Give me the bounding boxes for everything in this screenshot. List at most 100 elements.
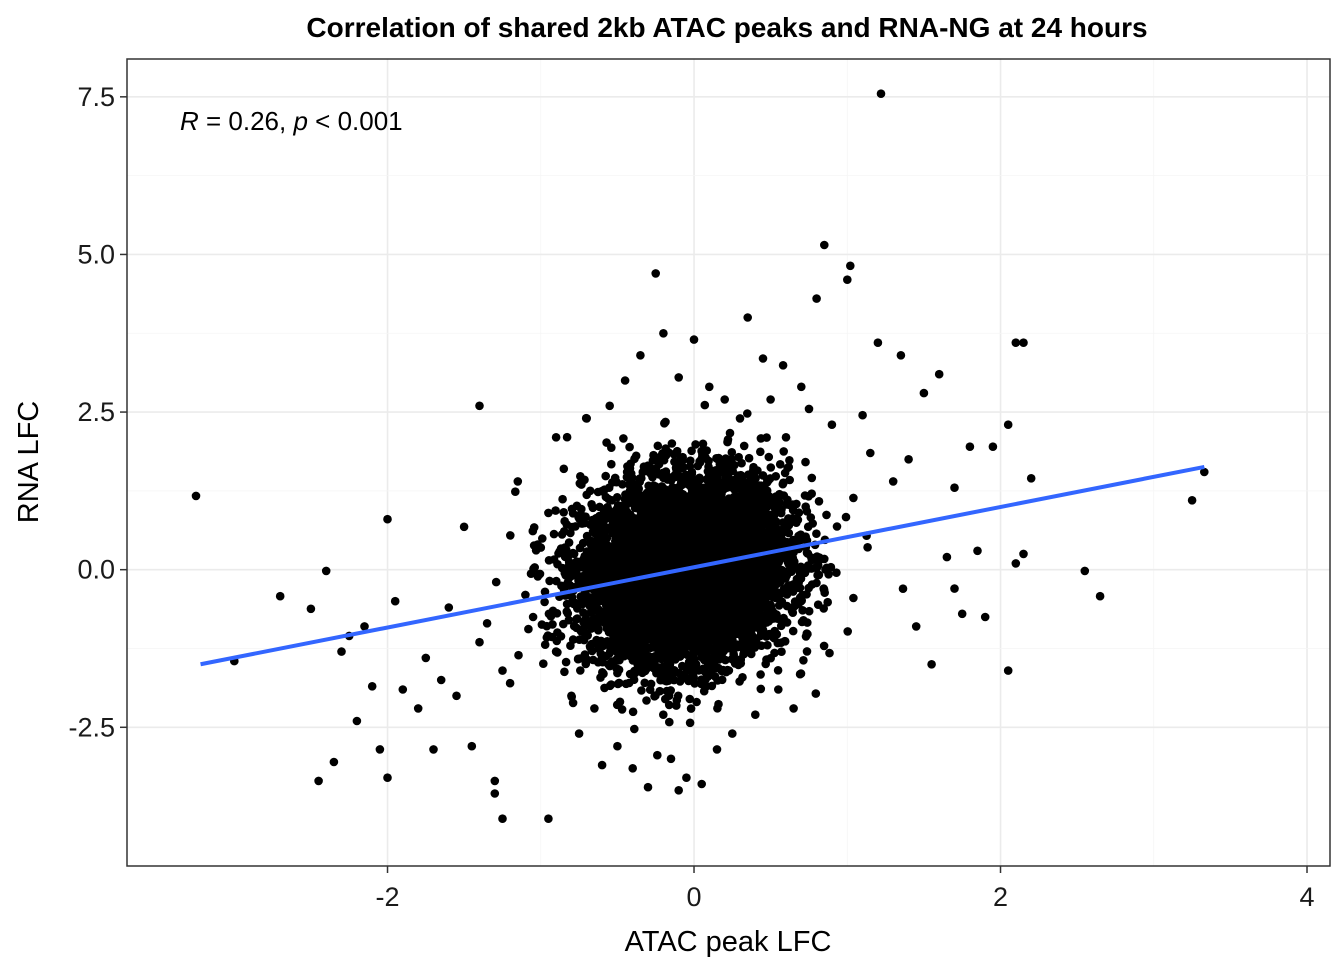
data-point bbox=[542, 621, 552, 631]
data-point bbox=[692, 697, 701, 707]
data-point bbox=[812, 578, 821, 588]
data-point bbox=[553, 559, 562, 569]
data-point bbox=[630, 724, 639, 734]
data-point bbox=[735, 677, 744, 686]
data-point bbox=[665, 717, 674, 727]
data-point bbox=[813, 570, 822, 580]
data-point bbox=[725, 428, 735, 438]
data-point bbox=[770, 648, 779, 658]
chart-title: Correlation of shared 2kb ATAC peaks and… bbox=[306, 12, 1147, 43]
data-point bbox=[545, 576, 554, 586]
data-point bbox=[568, 698, 578, 708]
data-point bbox=[575, 479, 585, 488]
data-point bbox=[558, 494, 567, 504]
data-point bbox=[812, 529, 821, 538]
data-point bbox=[628, 707, 638, 717]
data-point bbox=[587, 646, 597, 656]
data-point bbox=[766, 463, 776, 472]
data-point bbox=[739, 441, 749, 451]
data-point bbox=[849, 593, 858, 603]
data-point bbox=[654, 459, 664, 469]
data-point bbox=[796, 669, 806, 678]
data-point bbox=[511, 487, 520, 497]
data-point bbox=[832, 568, 841, 577]
data-point bbox=[843, 627, 852, 636]
data-point bbox=[776, 621, 786, 631]
data-point bbox=[559, 508, 568, 517]
data-point bbox=[538, 534, 547, 543]
data-point bbox=[806, 513, 816, 522]
data-point bbox=[599, 669, 608, 679]
data-point bbox=[572, 614, 582, 623]
data-point bbox=[863, 543, 872, 552]
data-point bbox=[600, 683, 609, 693]
data-point bbox=[721, 473, 731, 483]
data-point bbox=[571, 522, 580, 531]
data-point bbox=[615, 655, 624, 665]
data-point bbox=[491, 577, 501, 587]
data-point bbox=[841, 512, 851, 522]
data-point bbox=[898, 584, 908, 593]
data-point bbox=[672, 701, 681, 710]
data-point bbox=[564, 615, 574, 625]
data-point bbox=[552, 576, 561, 586]
data-point bbox=[583, 655, 593, 665]
data-point bbox=[713, 704, 722, 713]
data-point bbox=[553, 628, 562, 637]
data-point bbox=[697, 675, 706, 684]
grid-lines bbox=[127, 59, 1330, 866]
data-point bbox=[549, 529, 559, 539]
data-point bbox=[606, 680, 616, 689]
data-point bbox=[686, 704, 696, 713]
data-point bbox=[664, 473, 674, 482]
data-point bbox=[804, 583, 813, 593]
data-point bbox=[775, 460, 785, 469]
data-point bbox=[685, 718, 695, 728]
data-point bbox=[824, 570, 833, 579]
data-point bbox=[617, 705, 627, 714]
data-point bbox=[642, 696, 651, 705]
data-point bbox=[737, 458, 746, 468]
data-point bbox=[653, 750, 662, 760]
data-point bbox=[807, 473, 817, 483]
data-point bbox=[542, 633, 552, 642]
data-point bbox=[804, 606, 814, 616]
data-point bbox=[572, 501, 582, 511]
data-point bbox=[780, 468, 790, 478]
data-point bbox=[743, 409, 752, 418]
data-point bbox=[798, 590, 807, 600]
data-point bbox=[702, 682, 711, 691]
data-point bbox=[601, 471, 610, 481]
data-point bbox=[539, 659, 548, 668]
data-point bbox=[802, 647, 812, 656]
data-point bbox=[721, 655, 730, 665]
data-point bbox=[561, 657, 571, 667]
data-point bbox=[667, 439, 677, 448]
data-point bbox=[625, 442, 634, 452]
data-point bbox=[619, 434, 628, 443]
data-point bbox=[568, 509, 578, 518]
data-point bbox=[798, 606, 807, 615]
data-point bbox=[797, 617, 807, 627]
data-point bbox=[578, 538, 588, 548]
data-point bbox=[700, 400, 710, 410]
data-point bbox=[832, 522, 842, 531]
data-point bbox=[698, 439, 708, 449]
data-point bbox=[764, 452, 774, 462]
data-point bbox=[628, 656, 638, 665]
data-point bbox=[506, 531, 515, 540]
data-point bbox=[777, 647, 786, 656]
data-point bbox=[573, 654, 583, 664]
data-point bbox=[684, 676, 693, 686]
data-point bbox=[709, 466, 718, 476]
data-point bbox=[823, 597, 832, 607]
data-point bbox=[686, 456, 695, 466]
data-point bbox=[618, 480, 627, 489]
data-point bbox=[687, 446, 696, 456]
data-point bbox=[826, 562, 836, 572]
data-point bbox=[723, 435, 733, 444]
data-point bbox=[691, 440, 700, 449]
data-point bbox=[788, 626, 798, 636]
scatter-points bbox=[191, 89, 1209, 823]
data-point bbox=[653, 441, 663, 451]
